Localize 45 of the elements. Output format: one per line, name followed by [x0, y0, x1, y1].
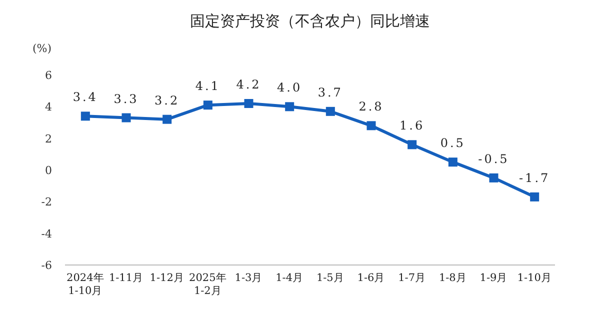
- text: 3.4: [72, 90, 98, 104]
- chart-title: 固定资产投资（不含农户）同比增速: [190, 12, 430, 30]
- text: 3.7: [318, 85, 343, 100]
- text: 1.6: [400, 118, 425, 133]
- y-tick-label: 6: [45, 69, 52, 82]
- y-tick-label: -6: [41, 259, 52, 272]
- x-tick-label: 1-11月: [108, 272, 144, 284]
- text: 4.0: [277, 80, 302, 95]
- text: 3.2: [154, 93, 180, 108]
- text: -1.7: [519, 170, 550, 185]
- x-tick-label: 1-4月: [276, 272, 304, 284]
- x-tick-label: 2024年 1-10月: [66, 272, 104, 297]
- text: -0.5: [478, 152, 510, 166]
- x-tick-label: 1-10月: [517, 272, 552, 284]
- x-tick-label: 1-8月: [438, 272, 467, 284]
- point: [203, 100, 212, 110]
- text: 3.3: [114, 92, 139, 106]
- point: [489, 173, 498, 182]
- y-tick-label: 2: [45, 132, 52, 146]
- x-tick-label: 1-9月: [480, 272, 508, 284]
- y-axis-title: (%): [32, 42, 52, 55]
- point: [326, 106, 335, 116]
- point: [448, 158, 458, 167]
- text: 0.5: [440, 136, 466, 150]
- point: [162, 114, 172, 124]
- y-tick-label: 0: [45, 164, 52, 177]
- x-tick-label: 1-3月: [234, 272, 263, 284]
- point: [244, 99, 254, 108]
- text: 4.1: [195, 79, 220, 94]
- point: [530, 192, 540, 202]
- x-tick-label: 1-5月: [316, 272, 344, 284]
- x-tick-label: 1-6月: [357, 272, 386, 284]
- y-tick-label: -2: [41, 196, 52, 209]
- x-tick-label: 2025年 1-2月: [189, 272, 227, 297]
- text: 4.2: [236, 78, 262, 92]
- text: 2.8: [358, 100, 384, 114]
- point: [285, 102, 294, 112]
- y-tick-label: 4: [45, 100, 52, 114]
- x-tick-label: 1-7月: [398, 272, 426, 284]
- point: [80, 112, 90, 121]
- x-tick-label: 1-12月: [150, 272, 184, 284]
- point: [122, 113, 131, 122]
- y-tick-label: -4: [41, 227, 52, 240]
- point: [366, 121, 376, 130]
- point: [408, 140, 417, 150]
